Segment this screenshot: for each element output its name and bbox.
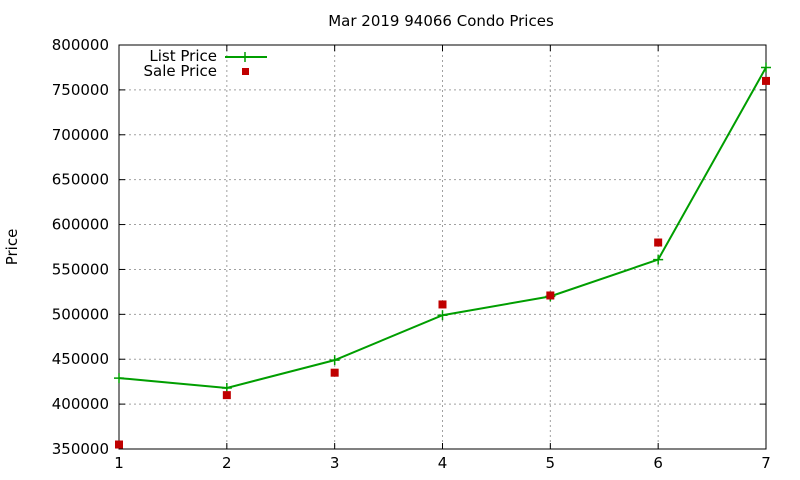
legend-entry-sale-price: Sale Price [144,62,249,80]
y-axis-label: Price [3,229,21,266]
legend-entry-list-price: List Price [149,47,267,65]
y-tick-label: 500000 [52,305,109,323]
x-tick-label: 2 [222,454,232,472]
list-price-point [329,355,340,366]
chart-title: Mar 2019 94066 Condo Prices [328,12,554,30]
list-price-point [761,62,771,73]
series [114,62,771,449]
y-tick-label: 700000 [52,126,109,144]
sale-price-point [546,291,555,300]
sale-price-point [654,238,663,247]
list-price-point [114,373,124,384]
legend-label-list-price: List Price [149,47,217,65]
y-tick-label: 450000 [52,350,109,368]
legend-label-sale-price: Sale Price [144,62,217,80]
legend-swatch-sale-price-marker [242,68,249,75]
x-tick-label: 3 [330,454,340,472]
x-tick-label: 6 [653,454,663,472]
x-tick-label: 5 [546,454,556,472]
x-tick-label: 1 [114,454,124,472]
y-tick-label: 600000 [52,216,109,234]
y-tick-label: 550000 [52,260,109,278]
x-tick-label: 4 [438,454,448,472]
list-price-point [653,254,664,265]
y-tick-label: 350000 [52,440,109,458]
sale-price-point [222,391,231,400]
list-price-point [437,310,448,321]
sale-price-point [762,76,770,85]
sale-price-point [115,440,123,449]
x-axis: 1 2 3 4 5 6 7 [114,45,771,472]
y-tick-label: 650000 [52,171,109,189]
legend-swatch-list-price-marker [240,52,250,62]
sale-price-point [330,368,339,377]
sale-price-point [438,300,447,309]
x-tick-label: 7 [761,454,771,472]
y-tick-label: 400000 [52,395,109,413]
grid [119,45,766,449]
y-tick-label: 800000 [52,36,109,54]
legend: List Price Sale Price [144,47,267,80]
y-axis: 350000 400000 450000 500000 550000 600000 6500… [52,36,766,458]
y-tick-label: 750000 [52,81,109,99]
